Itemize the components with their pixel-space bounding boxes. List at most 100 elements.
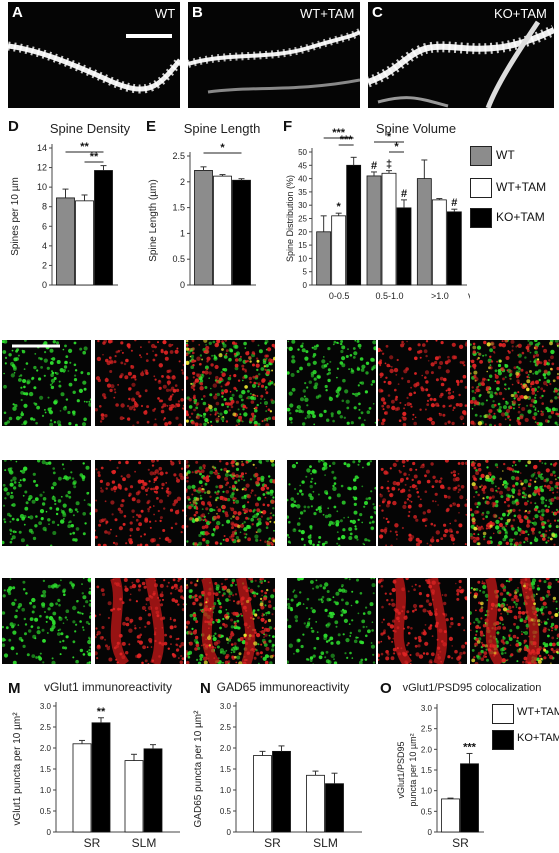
coloc-L-punctum <box>533 602 536 606</box>
red-H-punctum <box>532 380 535 383</box>
green-J-punctum <box>530 474 535 478</box>
red-L-punctum <box>461 588 465 592</box>
red-H-punctum <box>463 412 467 416</box>
significance-label-d-0: ** <box>80 141 89 153</box>
red-L-punctum <box>526 648 531 653</box>
red-L-punctum <box>455 582 457 585</box>
red-I-punctum <box>110 528 112 531</box>
red-K-punctum <box>260 582 263 584</box>
bar-mark-f-2: ‡ <box>386 159 392 171</box>
green-H-punctum <box>370 383 373 386</box>
fluorescence-canvas-J-0 <box>287 460 376 546</box>
red-I-punctum <box>112 541 116 544</box>
green-I-punctum <box>85 465 90 470</box>
red-G-punctum <box>168 406 173 411</box>
red-L-punctum <box>542 628 547 633</box>
green-G-punctum <box>20 412 25 417</box>
red-G-punctum <box>181 371 184 375</box>
green-I-punctum <box>198 480 203 484</box>
fluorescence-image-G-red <box>95 340 184 426</box>
red-L-punctum <box>543 620 546 623</box>
red-K-punctum <box>260 630 265 634</box>
red-K-punctum <box>192 613 197 618</box>
red-K-punctum <box>260 617 265 622</box>
green-H-punctum <box>548 370 551 374</box>
red-J-punctum <box>480 473 485 478</box>
red-G-punctum <box>193 394 196 398</box>
green-G-punctum <box>63 369 66 372</box>
red-J-punctum <box>408 489 411 492</box>
red-H-punctum <box>404 404 407 406</box>
red-G-punctum <box>191 420 195 425</box>
red-J-punctum <box>549 489 551 492</box>
red-G-punctum <box>168 397 172 401</box>
red-L-punctum <box>525 610 529 614</box>
red-H-punctum <box>389 355 394 360</box>
green-G-punctum <box>211 354 214 357</box>
green-H-punctum <box>489 364 492 366</box>
green-J-punctum <box>353 502 357 506</box>
red-H-punctum <box>487 414 493 419</box>
green-K-punctum <box>11 601 16 606</box>
red-L-punctum <box>458 661 462 664</box>
red-J-punctum <box>449 522 451 525</box>
red-G-punctum <box>223 389 229 394</box>
red-I-punctum <box>136 499 141 504</box>
green-G-punctum <box>59 410 62 412</box>
green-H-punctum <box>357 366 359 369</box>
red-G-punctum <box>199 423 203 426</box>
red-H-punctum <box>496 409 499 411</box>
red-I-punctum <box>135 513 139 517</box>
green-I-punctum <box>10 491 13 494</box>
green-I-punctum <box>48 461 52 465</box>
red-I-punctum <box>232 501 236 504</box>
red-I-punctum <box>224 476 229 481</box>
red-K-punctum <box>124 587 129 592</box>
green-I-punctum <box>23 515 27 518</box>
red-H-punctum <box>440 341 444 345</box>
red-I-punctum <box>143 533 146 536</box>
red-G-punctum <box>248 376 252 381</box>
red-K-punctum <box>177 579 180 583</box>
coloc-J-punctum <box>482 497 485 500</box>
red-H-punctum <box>495 392 499 396</box>
red-I-punctum <box>154 520 157 523</box>
green-I-punctum <box>207 512 210 515</box>
red-H-punctum <box>400 343 405 348</box>
bar-e-0-2 <box>232 179 251 286</box>
y-tick-label-d-1: 2 <box>42 260 47 270</box>
green-I-punctum <box>20 538 25 543</box>
green-J-punctum <box>502 512 506 517</box>
green-I-punctum <box>41 502 46 506</box>
red-J-punctum <box>380 467 384 471</box>
green-L-punctum <box>297 601 302 606</box>
red-I-punctum <box>237 511 242 516</box>
red-G-punctum <box>162 418 165 421</box>
coloc-J-punctum <box>489 524 493 528</box>
red-H-punctum <box>536 422 539 425</box>
red-I-punctum <box>140 509 144 513</box>
red-L-punctum <box>380 652 384 656</box>
green-K-punctum <box>74 630 77 633</box>
red-L-punctum <box>407 642 410 645</box>
red-band-K <box>110 578 165 664</box>
y-axis-label-n: GAD65 puncta per 10 µm² <box>193 710 204 828</box>
green-K-punctum <box>13 623 16 626</box>
red-G-punctum <box>164 356 169 361</box>
green-J-punctum <box>523 479 528 484</box>
red-L-punctum <box>502 626 506 630</box>
green-H-punctum <box>306 386 309 389</box>
green-H-punctum <box>505 401 509 405</box>
green-L-punctum <box>521 630 523 633</box>
green-H-punctum <box>346 421 350 425</box>
green-G-punctum <box>255 382 258 385</box>
red-G-punctum <box>233 352 237 356</box>
red-H-punctum <box>434 356 439 361</box>
red-J-punctum <box>409 499 411 502</box>
green-G-punctum <box>49 348 54 353</box>
green-G-punctum <box>55 341 60 345</box>
green-I-punctum <box>256 512 260 516</box>
red-L-punctum <box>543 656 547 660</box>
green-I-punctum <box>3 460 7 462</box>
red-G-punctum <box>146 420 150 424</box>
